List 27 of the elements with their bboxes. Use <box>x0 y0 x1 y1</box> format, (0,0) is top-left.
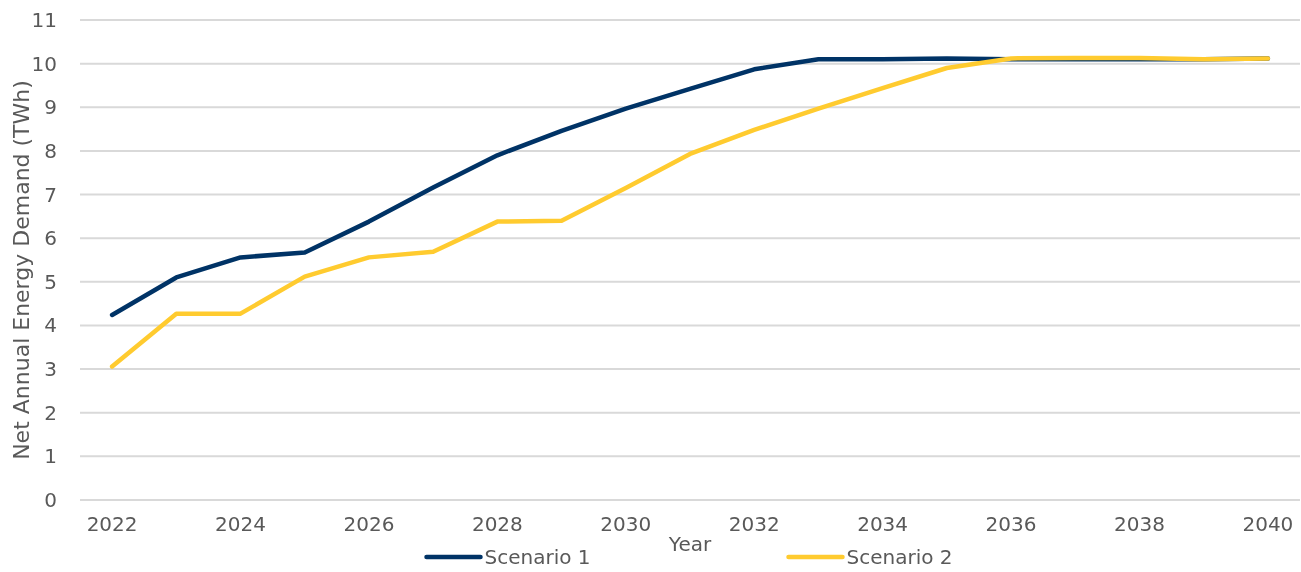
x-tick-label: 2022 <box>86 512 138 536</box>
y-tick-label: 11 <box>31 8 57 32</box>
legend-label: Scenario 2 <box>846 545 953 569</box>
y-tick-label: 9 <box>44 95 57 120</box>
x-axis-title: Year <box>667 532 712 556</box>
x-tick-label: 2034 <box>857 512 909 536</box>
y-tick-label: 5 <box>44 269 57 294</box>
x-tick-label: 2038 <box>1114 512 1165 536</box>
y-tick-label: 3 <box>44 357 57 382</box>
y-tick-label: 7 <box>44 182 57 207</box>
x-tick-label: 2024 <box>215 512 266 536</box>
y-tick-label: 2 <box>44 400 57 425</box>
x-tick-label: 2040 <box>1242 512 1294 536</box>
x-tick-label: 2028 <box>471 512 523 536</box>
x-tick-label: 2030 <box>600 512 652 536</box>
y-tick-label: 0 <box>44 488 57 512</box>
legend-label: Scenario 1 <box>484 545 591 569</box>
x-tick-label: 2036 <box>985 512 1037 536</box>
y-tick-label: 1 <box>44 444 57 469</box>
x-tick-label: 2032 <box>728 512 780 536</box>
y-tick-label: 6 <box>44 226 57 251</box>
y-axis-title: Net Annual Energy Demand (TWh) <box>9 80 34 460</box>
y-tick-label: 8 <box>44 138 57 163</box>
x-tick-label: 2026 <box>343 512 395 536</box>
y-tick-label: 4 <box>44 313 57 338</box>
y-tick-label: 10 <box>31 51 57 76</box>
line-series <box>109 55 1271 369</box>
